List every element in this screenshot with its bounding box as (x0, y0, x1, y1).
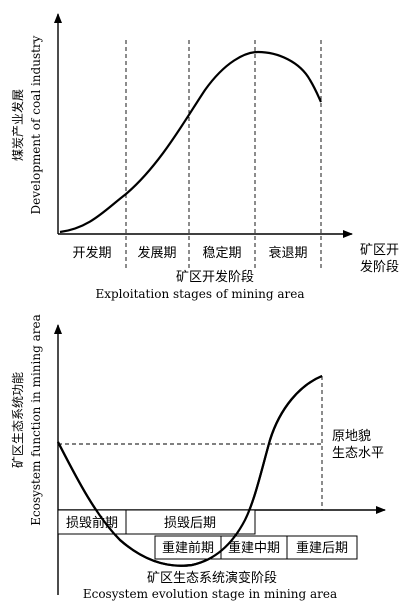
rebuild-stage-label-1: 重建前期 (162, 540, 214, 556)
bottom-chart: 损毁前期 损毁后期 重建前期 重建中期 重建后期 矿区生态系统功能 Ecosys… (11, 314, 386, 601)
baseline-label-line2: 生态水平 (332, 446, 384, 461)
top-stage-label-1: 开发期 (72, 245, 111, 261)
bottom-ylabel-en: Ecosystem function in mining area (29, 314, 43, 526)
ecosystem-function-curve-front (57, 374, 323, 567)
top-caption-cn: 矿区开发阶段 (176, 269, 254, 285)
rebuild-stage-label-3: 重建后期 (296, 540, 348, 556)
baseline-label-line1: 原地貌 (332, 429, 371, 444)
top-stage-label-2: 发展期 (137, 245, 176, 261)
rebuild-stage-label-2: 重建中期 (228, 540, 280, 556)
damage-stage-box-2 (125, 509, 256, 535)
top-stage-label-4: 衰退期 (268, 245, 307, 261)
damage-stage-label-1: 损毁前期 (66, 515, 118, 531)
top-ylabel-cn: 煤炭产业发展 (10, 89, 25, 161)
rebuild-stage-box-3 (286, 535, 358, 560)
damage-stage-label-2: 损毁后期 (164, 516, 216, 531)
bottom-ylabel-cn: 矿区生态系统功能 (11, 372, 25, 468)
bottom-caption-cn: 矿区生态系统演变阶段 (147, 570, 277, 586)
top-chart: 煤炭产业发展 Development of coal industry 开发期 … (10, 13, 399, 301)
bottom-caption-en: Ecosystem evolution stage in mining area (83, 587, 337, 601)
top-stage-label-3: 稳定期 (202, 245, 241, 261)
top-ylabel-en: Development of coal industry (29, 35, 43, 214)
top-axis-end-label-line2: 发阶段 (360, 259, 399, 275)
coal-industry-curve (59, 50, 322, 234)
top-caption-en: Exploitation stages of mining area (95, 287, 304, 301)
top-axis-end-label-line1: 矿区开 (360, 243, 399, 258)
